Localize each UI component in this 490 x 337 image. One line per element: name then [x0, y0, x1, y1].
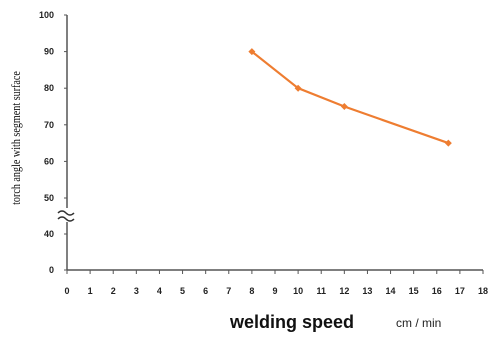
x-tick-label: 17 — [455, 286, 465, 296]
axes — [57, 14, 484, 274]
data-point — [444, 139, 452, 147]
series — [248, 48, 452, 147]
x-tick-label: 5 — [180, 286, 185, 296]
x-tick-label: 1 — [88, 286, 93, 296]
x-tick-label: 7 — [226, 286, 231, 296]
x-tick-label: 14 — [386, 286, 396, 296]
x-tick-label: 11 — [316, 286, 326, 296]
y-tick-label: 90 — [44, 47, 54, 57]
x-tick-labels: 0 1 2 3 4 5 6 7 8 9 10 11 12 13 14 15 16 17 18 — [64, 286, 488, 296]
y-tick-label: 40 — [44, 229, 54, 239]
y-tick-label: 70 — [44, 120, 54, 130]
x-tick-label: 18 — [478, 286, 488, 296]
x-axis-unit: cm / min — [396, 316, 441, 330]
x-tick-label: 15 — [409, 286, 419, 296]
y-tick-label: 60 — [44, 156, 54, 166]
y-tick-label: 0 — [49, 265, 54, 275]
x-axis-label: welding speed — [229, 312, 354, 332]
x-tick-label: 8 — [249, 286, 254, 296]
x-tick-label: 13 — [362, 286, 372, 296]
axis-break-mark — [57, 216, 75, 222]
x-tick-label: 4 — [157, 286, 162, 296]
x-tick-label: 10 — [293, 286, 303, 296]
data-point — [248, 48, 256, 56]
x-tick-label: 3 — [134, 286, 139, 296]
y-tick-label: 50 — [44, 193, 54, 203]
y-tick-label: 100 — [39, 10, 54, 20]
y-tick-label: 80 — [44, 83, 54, 93]
x-tick-label: 16 — [432, 286, 442, 296]
series-line — [251, 50, 449, 145]
x-tick-label: 12 — [339, 286, 349, 296]
x-tick-label: 6 — [203, 286, 208, 296]
axis-break-mark — [57, 210, 75, 216]
y-axis-label: torch angle with segment surface — [9, 71, 23, 205]
x-tick-label: 2 — [111, 286, 116, 296]
data-point — [340, 103, 348, 110]
y-tick-labels: 50 60 70 80 90 100 0 40 — [39, 10, 54, 275]
x-tick-label: 9 — [272, 286, 277, 296]
data-point — [294, 84, 302, 92]
x-tick-label: 0 — [64, 286, 69, 296]
